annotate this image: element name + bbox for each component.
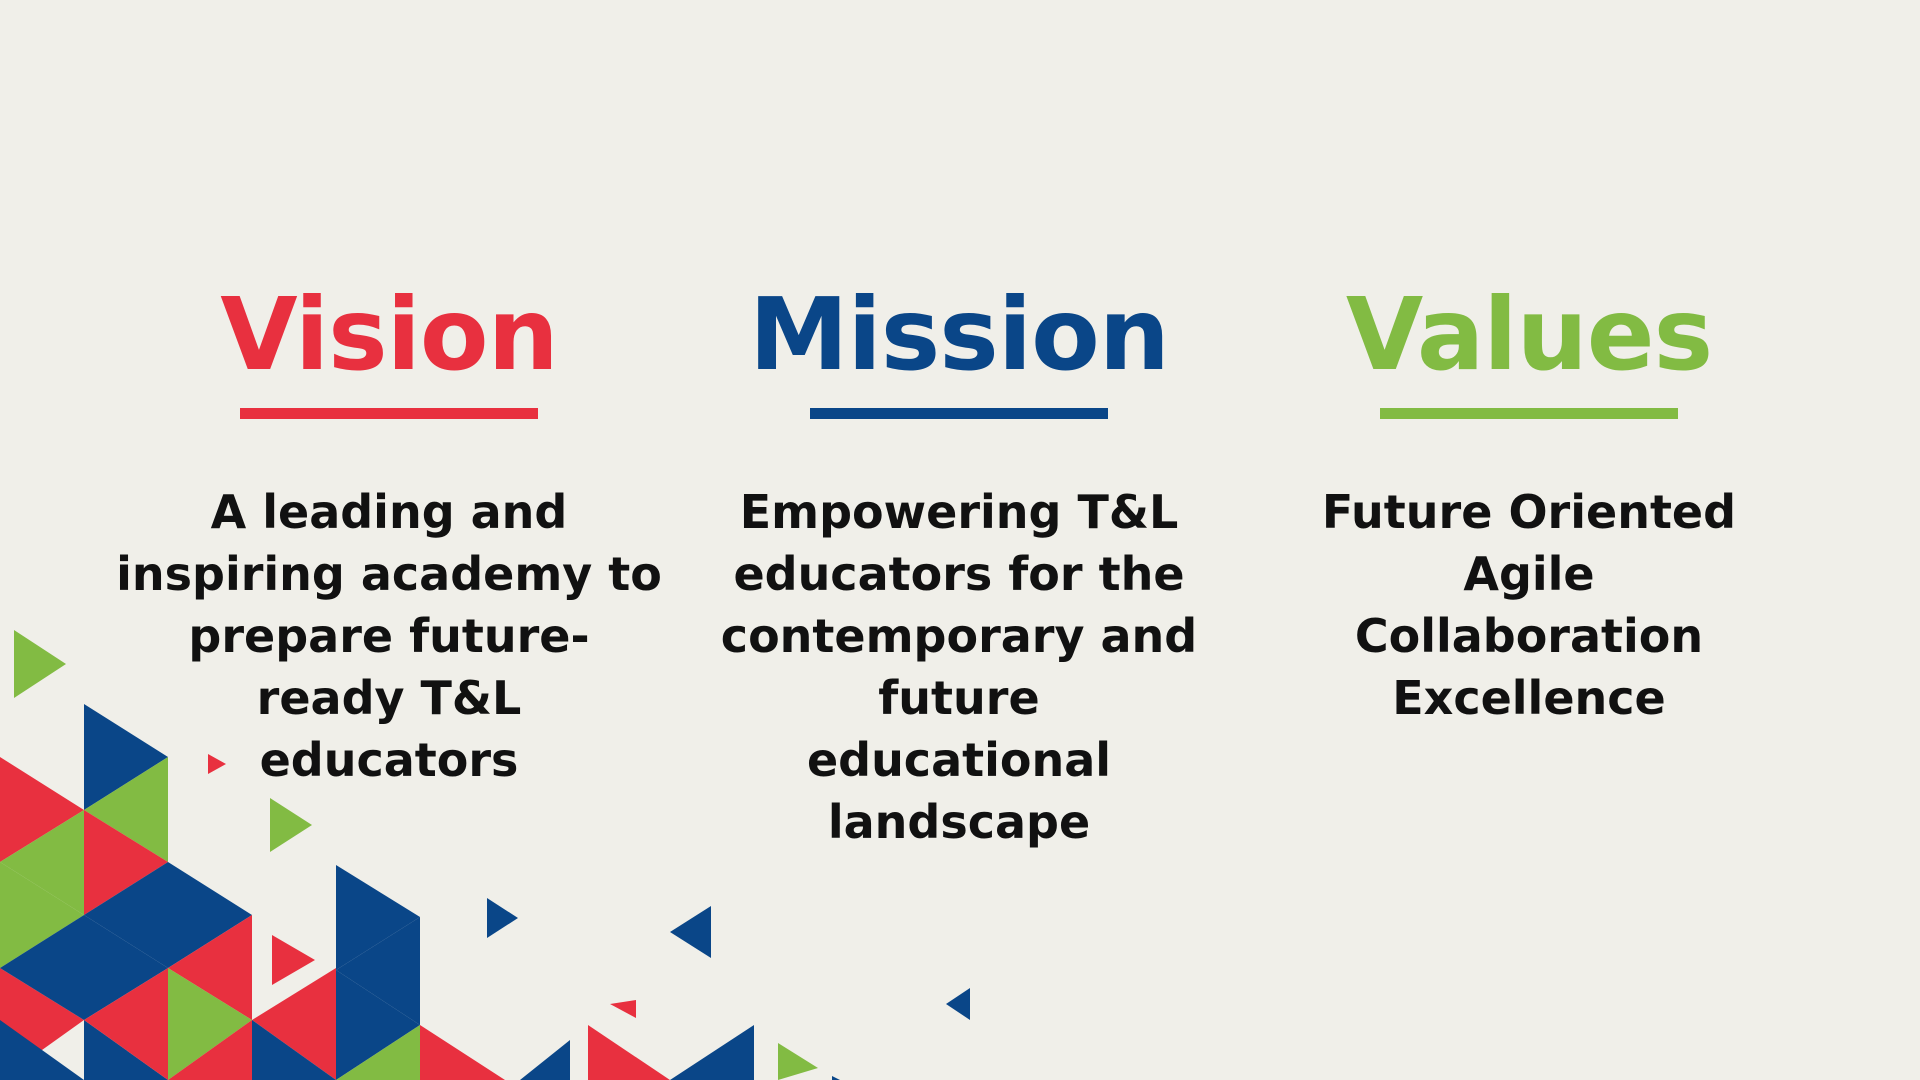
values-section: Values Future Oriented Agile Collaborati… <box>1249 270 1809 729</box>
vision-underline <box>240 408 538 419</box>
values-item: Future Oriented <box>1321 485 1737 539</box>
values-item: Agile <box>1463 547 1595 601</box>
vision-line: educators <box>259 733 519 787</box>
values-underline <box>1380 408 1678 419</box>
vision-heading: Vision <box>220 276 559 393</box>
mission-underline <box>810 408 1108 419</box>
vision-statement: A leading and inspiring academy to prepa… <box>109 481 669 791</box>
mission-statement: Empowering T&L educators for the contemp… <box>679 481 1239 853</box>
mission-line: future <box>878 671 1040 725</box>
vision-line: prepare future- <box>188 609 590 663</box>
vision-line: inspiring academy to <box>116 547 662 601</box>
values-heading: Values <box>1345 276 1713 393</box>
values-list: Future Oriented Agile Collaboration Exce… <box>1249 481 1809 729</box>
mission-line: educators for the <box>733 547 1185 601</box>
mission-line: Empowering T&L <box>739 485 1179 539</box>
vision-line: ready T&L <box>256 671 522 725</box>
values-item: Collaboration <box>1354 609 1704 663</box>
mission-line: educational <box>806 733 1112 787</box>
mission-section: Mission Empowering T&L educators for the… <box>679 270 1239 853</box>
vision-section: Vision A leading and inspiring academy t… <box>109 270 669 791</box>
mission-line: contemporary and <box>720 609 1198 663</box>
mission-heading: Mission <box>748 276 1170 393</box>
values-item: Excellence <box>1392 671 1666 725</box>
mission-line: landscape <box>827 795 1091 849</box>
vision-line: A leading and <box>210 485 568 539</box>
